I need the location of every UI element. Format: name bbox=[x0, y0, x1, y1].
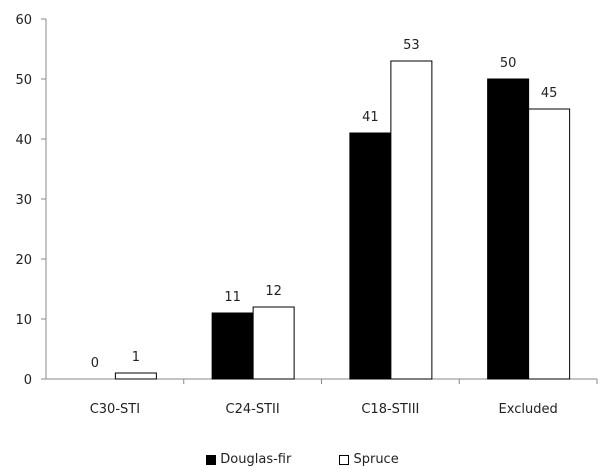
legend-item-spruce: Spruce bbox=[339, 452, 399, 467]
data-label: 11 bbox=[224, 290, 241, 305]
x-tick-label: C18-STIII bbox=[361, 402, 419, 417]
legend-label-spruce: Spruce bbox=[353, 452, 399, 467]
data-label: 12 bbox=[265, 284, 282, 299]
bar-spruce-excluded bbox=[528, 108, 571, 380]
y-tick-label: 20 bbox=[15, 253, 32, 268]
x-tick-label: C24-STII bbox=[226, 402, 280, 417]
bar-spruce-c24-stii bbox=[252, 306, 295, 380]
y-tick-label: 50 bbox=[15, 73, 32, 88]
data-label: 50 bbox=[500, 56, 517, 71]
data-label: 0 bbox=[91, 356, 99, 371]
data-label: 41 bbox=[362, 110, 379, 125]
y-tick-label: 0 bbox=[24, 373, 32, 388]
bars bbox=[114, 60, 571, 380]
data-label: 1 bbox=[132, 350, 140, 365]
x-tick-label: Excluded bbox=[499, 402, 558, 417]
bar-douglas-fir-excluded bbox=[487, 78, 530, 380]
data-label: 45 bbox=[541, 86, 558, 101]
x-tick-label: C30-STI bbox=[90, 402, 140, 417]
y-tick-label: 40 bbox=[15, 133, 32, 148]
y-tick-label: 10 bbox=[15, 313, 32, 328]
legend-swatch-spruce bbox=[339, 454, 350, 465]
bar-spruce-c18-stiii bbox=[390, 60, 433, 380]
bar-douglas-fir-c18-stiii bbox=[349, 132, 392, 380]
data-label: 53 bbox=[403, 38, 420, 53]
legend: Douglas-fir Spruce bbox=[0, 452, 605, 472]
bar-douglas-fir-c24-stii bbox=[211, 312, 254, 380]
bar-spruce-c30-sti bbox=[114, 372, 157, 380]
legend-item-douglas-fir: Douglas-fir bbox=[206, 452, 291, 467]
legend-swatch-douglas-fir bbox=[206, 454, 217, 465]
y-tick-label: 60 bbox=[15, 13, 32, 28]
y-tick-label: 30 bbox=[15, 193, 32, 208]
legend-label-douglas-fir: Douglas-fir bbox=[220, 452, 292, 467]
